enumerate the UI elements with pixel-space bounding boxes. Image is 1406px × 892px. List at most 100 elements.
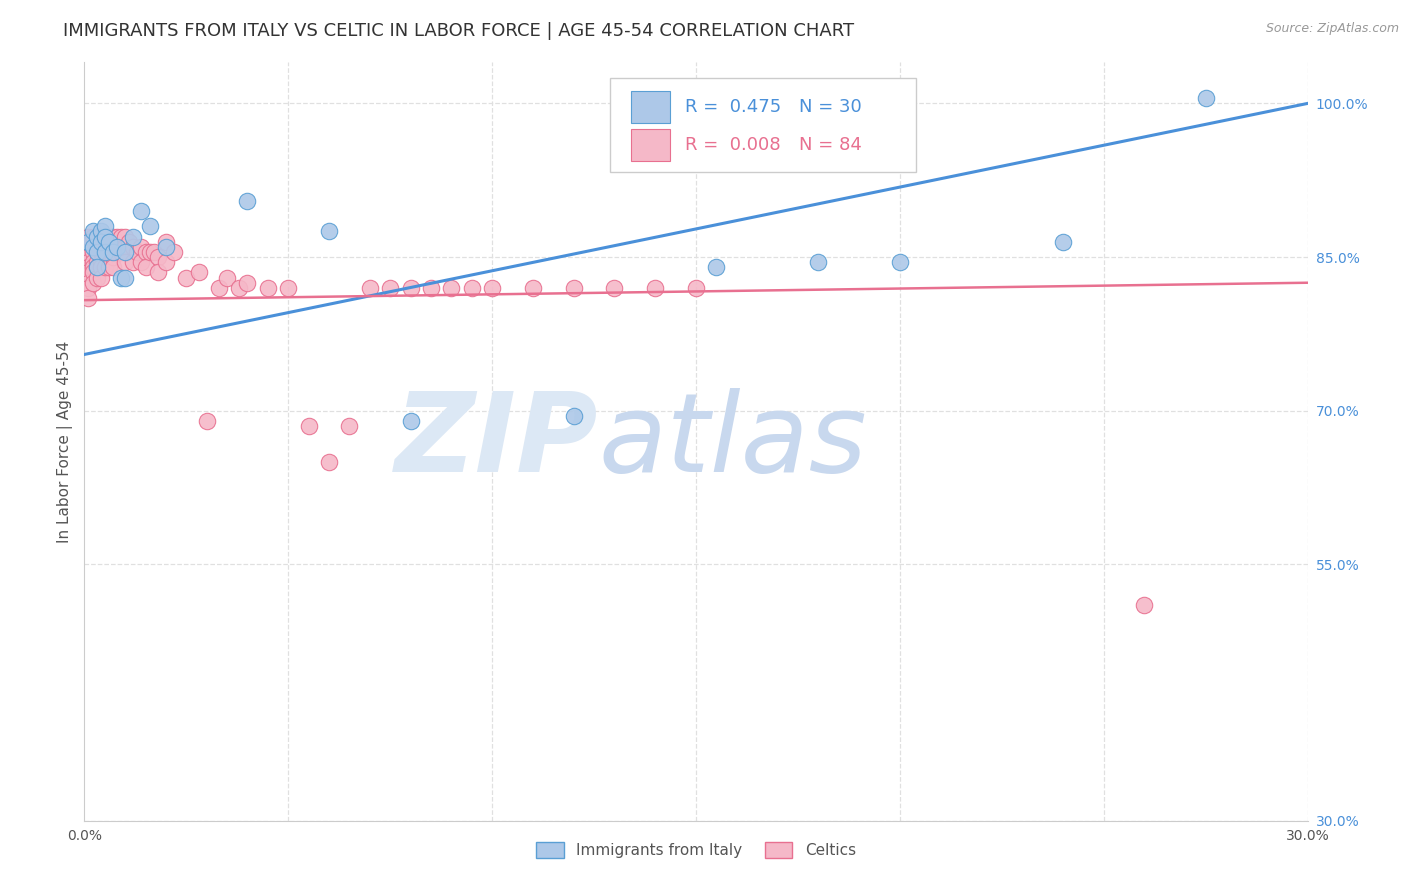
Point — [236, 194, 259, 208]
Point — [93, 245, 115, 260]
Point — [399, 414, 422, 428]
Point — [522, 281, 544, 295]
Point — [82, 245, 104, 260]
Point — [86, 260, 108, 275]
Point — [135, 245, 157, 260]
Point — [562, 409, 585, 423]
Point — [135, 260, 157, 275]
Point — [1195, 91, 1218, 105]
Point — [105, 240, 128, 254]
Point — [77, 265, 100, 279]
Point — [114, 240, 136, 254]
Point — [155, 235, 177, 249]
Text: R =  0.475: R = 0.475 — [685, 98, 782, 116]
Point — [318, 455, 340, 469]
Point — [93, 219, 115, 234]
FancyBboxPatch shape — [610, 78, 917, 172]
Point — [138, 219, 160, 234]
Y-axis label: In Labor Force | Age 45-54: In Labor Force | Age 45-54 — [58, 341, 73, 542]
Point — [187, 265, 209, 279]
Point — [105, 240, 128, 254]
Point — [228, 281, 250, 295]
Point — [131, 240, 153, 254]
Point — [86, 245, 108, 260]
Point — [77, 260, 100, 275]
Text: Source: ZipAtlas.com: Source: ZipAtlas.com — [1265, 22, 1399, 36]
Point — [105, 229, 128, 244]
Point — [118, 235, 141, 249]
Text: IMMIGRANTS FROM ITALY VS CELTIC IN LABOR FORCE | AGE 45-54 CORRELATION CHART: IMMIGRANTS FROM ITALY VS CELTIC IN LABOR… — [63, 22, 855, 40]
Point — [82, 276, 104, 290]
Point — [339, 419, 361, 434]
Point — [706, 260, 728, 275]
Point — [131, 255, 153, 269]
Point — [195, 414, 218, 428]
Point — [77, 255, 100, 269]
Point — [97, 235, 120, 249]
Point — [82, 265, 104, 279]
Text: R =  0.008: R = 0.008 — [685, 136, 780, 154]
Point — [298, 419, 321, 434]
Point — [97, 245, 120, 260]
Point — [86, 270, 108, 285]
Point — [97, 229, 120, 244]
Point — [93, 229, 115, 244]
Point — [359, 281, 381, 295]
Point — [97, 260, 120, 275]
Point — [420, 281, 443, 295]
Point — [77, 235, 100, 249]
Point — [127, 245, 149, 260]
Point — [142, 245, 165, 260]
Point — [122, 240, 145, 254]
Point — [257, 281, 280, 295]
Point — [77, 229, 100, 244]
Point — [208, 281, 231, 295]
Point — [101, 240, 124, 254]
Point — [82, 260, 104, 275]
Bar — [631, 129, 671, 161]
Text: N = 30: N = 30 — [799, 98, 862, 116]
Legend: Immigrants from Italy, Celtics: Immigrants from Italy, Celtics — [529, 835, 863, 866]
Point — [86, 260, 108, 275]
Point — [277, 281, 299, 295]
Point — [562, 281, 585, 295]
Text: N = 84: N = 84 — [799, 136, 862, 154]
Point — [90, 229, 112, 244]
Point — [481, 281, 503, 295]
Point — [114, 245, 136, 260]
Point — [318, 225, 340, 239]
Point — [110, 270, 132, 285]
Point — [110, 245, 132, 260]
Point — [86, 229, 108, 244]
Point — [603, 281, 626, 295]
Point — [86, 255, 108, 269]
Point — [163, 245, 186, 260]
Point — [82, 229, 104, 244]
Point — [114, 255, 136, 269]
Point — [110, 229, 132, 244]
Point — [90, 245, 112, 260]
Point — [138, 245, 160, 260]
Point — [101, 250, 124, 264]
Text: ZIP: ZIP — [395, 388, 598, 495]
Point — [82, 255, 104, 269]
Text: atlas: atlas — [598, 388, 866, 495]
Point — [155, 240, 177, 254]
Point — [93, 245, 115, 260]
Point — [807, 255, 830, 269]
Point — [77, 281, 100, 295]
Bar — [631, 91, 671, 123]
Point — [90, 235, 112, 249]
Point — [122, 229, 145, 244]
Point — [101, 245, 124, 260]
Point — [236, 276, 259, 290]
Point — [131, 204, 153, 219]
Point — [685, 281, 707, 295]
Point — [122, 255, 145, 269]
Point — [1133, 599, 1156, 613]
Point — [93, 235, 115, 249]
Point — [77, 250, 100, 264]
Point — [440, 281, 463, 295]
Point — [155, 255, 177, 269]
Point — [380, 281, 402, 295]
